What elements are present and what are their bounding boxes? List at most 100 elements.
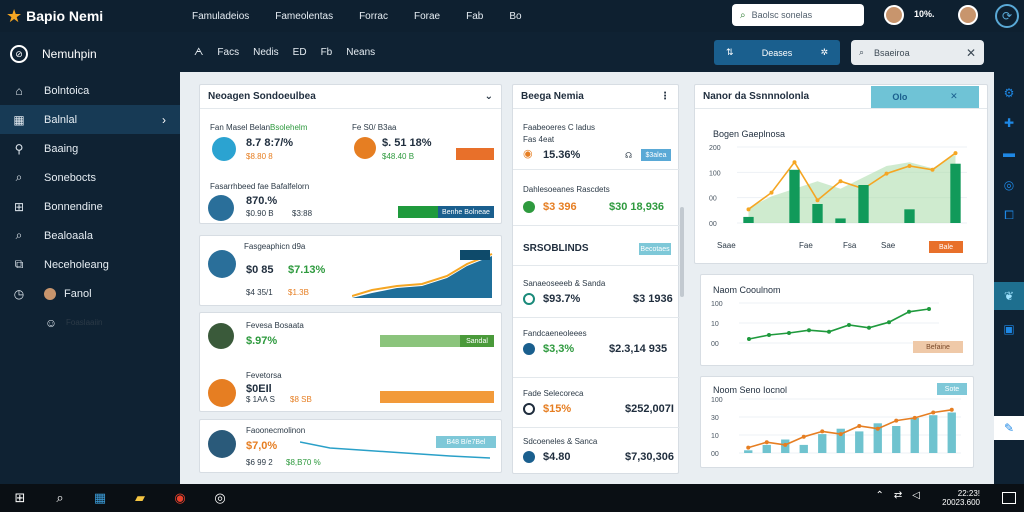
key-icon: ⚲ [14, 141, 24, 156]
sidebar-item-label: Sonebocts [44, 171, 96, 184]
sidebar-item-layers[interactable]: ⧉ Neceholeang [0, 250, 180, 279]
toolbar-link[interactable]: ᗅ [194, 46, 204, 58]
sidebar-item-grid[interactable]: ⊞ Bonnendine [0, 192, 180, 221]
top-nav-item[interactable]: Forae [413, 10, 441, 22]
chevron-down-icon[interactable]: ⌄ [484, 91, 493, 102]
avatar[interactable] [884, 5, 904, 25]
right-rail: ⚙ ✚ ▬ ◎ ⧠ ❦ ▣ ✎ [994, 72, 1024, 484]
data-point [746, 445, 751, 450]
metric-tag-button[interactable]: B48 B/e7Bel [436, 436, 496, 448]
filter-icon: ⇅ [726, 47, 734, 57]
toolbar-link[interactable]: ED [292, 46, 307, 58]
top-nav-item[interactable]: Fab [466, 10, 484, 22]
browser-icon[interactable]: ◉ [174, 490, 186, 505]
metric-tag-button[interactable]: Sandal [460, 335, 494, 347]
panel-right-title: Nanor da Ssnnnolonla [703, 91, 810, 102]
chat-icon[interactable]: ▬ [1003, 146, 1015, 160]
metric-sub: $3:88 [292, 209, 313, 218]
metric-card[interactable]: Fasgeaphicn d9a $0 85 $7.13% $4 35/1 $1.… [199, 235, 502, 306]
ring-icon [523, 403, 535, 415]
toolbar-action-button[interactable]: ⇅ Deases ✲ [714, 40, 840, 65]
store-icon[interactable]: ▦ [93, 490, 107, 505]
sidebar-item-clock[interactable]: ◷ Fanol [0, 279, 180, 308]
chevron-up-icon[interactable]: ⌃ [875, 490, 884, 501]
data-point [838, 432, 843, 437]
clock[interactable]: 22:23! 20023.600 [942, 489, 980, 507]
brand[interactable]: ★ Bapio Nemi [0, 6, 180, 27]
sidebar-header[interactable]: ⊘ Nemuhpin [0, 32, 180, 76]
bar [950, 163, 961, 223]
windows-start-icon[interactable]: ⊞ [14, 490, 26, 505]
sync-icon[interactable]: ⟳ [995, 4, 1019, 28]
chart-tag-button[interactable]: Sote [937, 383, 967, 395]
panel-middle-title: Beega Nemia [521, 91, 584, 102]
folder-icon[interactable]: ▰ [135, 490, 145, 505]
toolbar-search-placeholder: Bsaeiroa [874, 47, 910, 58]
metric-value: $93.7% [543, 293, 581, 305]
top-search-input[interactable]: ⌕ Baolsc sonelas [732, 4, 864, 26]
metric-tag-button[interactable]: Benhe Bolneae [438, 206, 494, 218]
metric-sub: $8 SB [290, 395, 312, 404]
bookmark-icon[interactable]: ⧠ [1004, 208, 1014, 222]
metric-card[interactable]: Faoonecmolinon $7,0% $6 99 2 $8,B70 % B4… [199, 419, 502, 473]
data-point [792, 160, 797, 165]
layers-icon[interactable]: ▣ [1003, 322, 1015, 336]
top-nav-item[interactable]: Famuladeios [192, 10, 250, 22]
chart-tag-button[interactable]: Bale [929, 241, 963, 253]
bar [818, 434, 827, 453]
sidebar-item-search[interactable]: ⌕ Sonebocts [0, 163, 180, 192]
close-icon: ✕ [950, 91, 958, 101]
search-icon: ⌕ [15, 170, 23, 184]
toolbar-search-input[interactable]: ⌕ Bsaeiroa ✕ [851, 40, 984, 65]
sidebar-item-key[interactable]: ⚲ Baaing [0, 134, 180, 163]
sidebar-item-user[interactable]: ☺ Foaslaaiin [0, 308, 103, 337]
network-icon[interactable]: ⇄ [893, 490, 903, 501]
search-icon: ⌕ [740, 9, 746, 21]
more-icon[interactable]: ⋮ [660, 91, 670, 102]
metric-label: Fe S0/ B3aa [352, 123, 397, 132]
metric-label: Sanaeoseeeb & Sanda [523, 279, 606, 288]
main-content: Neoagen Sondoeulbea ⌄ Fan Masel Belan Bs… [180, 72, 994, 484]
settings-icon[interactable]: ⚙ [1003, 86, 1015, 100]
panel-right-header: Nanor da Ssnnnolonla Olo ✕ [695, 85, 987, 109]
leaf-icon[interactable]: ❦ [994, 282, 1024, 310]
toolbar-link[interactable]: Facs [217, 46, 240, 58]
sidebar-item-search-2[interactable]: ⌕ Bealoaala [0, 221, 180, 250]
scrollbar[interactable] [680, 207, 684, 297]
app-title: Bapio Nemi [26, 8, 104, 24]
search-icon[interactable]: ⌕ [56, 490, 64, 505]
bar [929, 415, 938, 453]
metric-tag-button[interactable]: Becotaes [639, 243, 671, 255]
puzzle-icon[interactable]: ✚ [1003, 116, 1015, 130]
toolbar-link[interactable]: Neans [346, 46, 376, 58]
home-icon: ⌂ [15, 83, 23, 98]
chart-tag-button[interactable]: Befaine [913, 341, 963, 353]
panel-middle-header: Beega Nemia ⋮ [513, 85, 678, 109]
sidebar-item-home[interactable]: ⌂ Bolntoica [0, 76, 180, 105]
lungs-icon [212, 137, 236, 161]
volume-icon[interactable]: ◁ [912, 490, 920, 501]
orange-tag[interactable] [456, 148, 494, 160]
globe-icon[interactable]: ◎ [1003, 178, 1015, 192]
top-nav-item[interactable]: Forrac [359, 10, 388, 22]
bar [910, 417, 919, 453]
sidebar-item-calendar[interactable]: ▦ Balnlal › [0, 105, 180, 134]
app-icon[interactable]: ◎ [214, 490, 226, 505]
sidebar-item-label: Bealoaala [44, 229, 93, 242]
pen-icon[interactable]: ✎ [994, 416, 1024, 440]
metric-tag-button[interactable]: $3alea [641, 149, 671, 161]
toolbar-link[interactable]: Nedis [253, 46, 279, 58]
top-nav-item[interactable]: Fameolentas [275, 10, 334, 22]
clock-icon: ◷ [13, 286, 25, 301]
avatar[interactable] [958, 5, 978, 25]
chart-pie-icon: ◉ [523, 148, 533, 160]
divider [513, 169, 680, 170]
metric-value: $7,0% [246, 440, 278, 452]
metric-card[interactable]: Fevesa Bosaata $.97% Sandal Fevetorsa $0… [199, 312, 502, 412]
header-button[interactable]: Olo ✕ [871, 85, 979, 108]
notification-icon[interactable] [1002, 492, 1016, 504]
toolbar-link[interactable]: Fb [320, 46, 333, 58]
top-nav-item[interactable]: Bo [509, 10, 522, 22]
close-icon[interactable]: ✕ [965, 45, 976, 60]
avatar [208, 430, 236, 458]
